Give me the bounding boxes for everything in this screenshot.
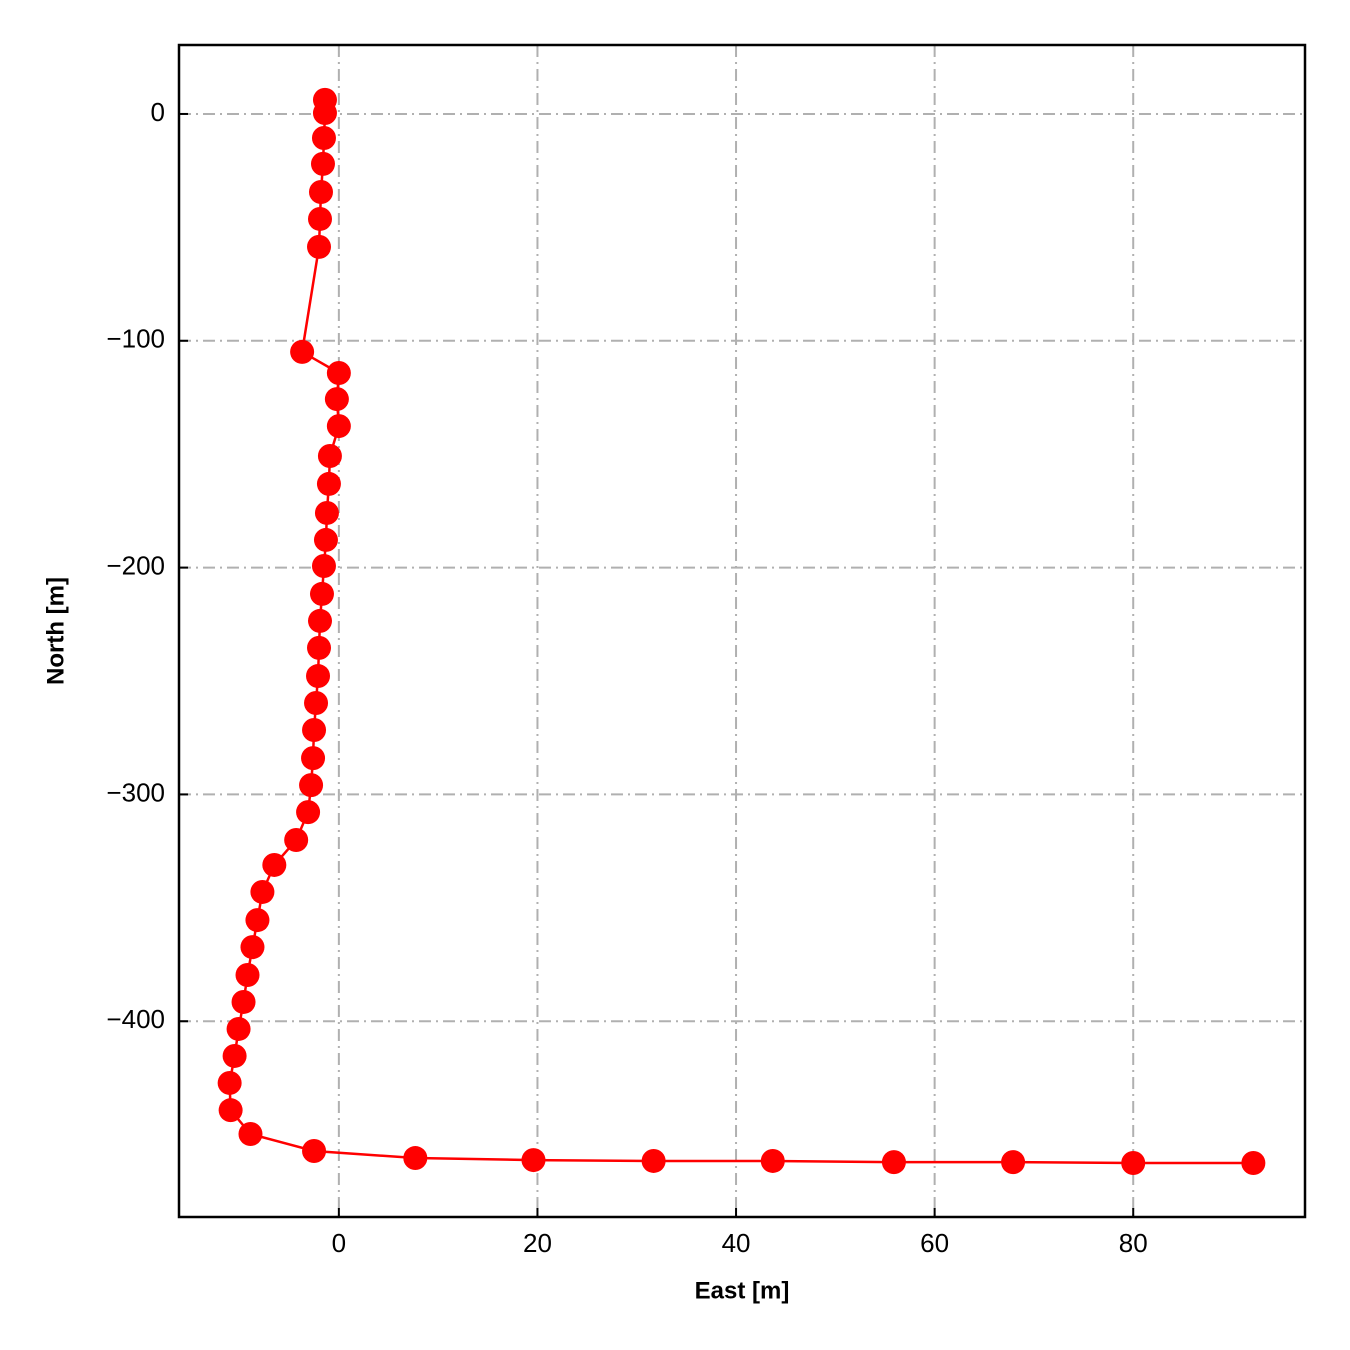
x-tick-label: 20: [523, 1228, 552, 1258]
marker: [1241, 1151, 1266, 1176]
marker: [309, 581, 334, 606]
marker: [324, 387, 349, 412]
marker: [245, 908, 270, 933]
marker: [760, 1148, 785, 1173]
marker: [1121, 1151, 1146, 1176]
marker: [313, 527, 338, 552]
marker: [284, 828, 309, 853]
marker: [326, 414, 351, 439]
x-tick-label: 80: [1119, 1228, 1148, 1258]
marker: [302, 1138, 327, 1163]
marker: [311, 554, 336, 579]
x-tick-label: 60: [920, 1228, 949, 1258]
marker: [310, 151, 335, 176]
x-axis-label: East [m]: [695, 1277, 790, 1304]
marker: [217, 1070, 242, 1095]
marker: [308, 179, 333, 204]
marker: [302, 718, 327, 743]
y-tick-label: −200: [106, 550, 165, 580]
x-tick-label: 0: [332, 1228, 346, 1258]
marker: [238, 1121, 263, 1146]
marker: [314, 500, 339, 525]
marker: [307, 206, 332, 231]
y-tick-label: −400: [106, 1004, 165, 1034]
marker: [316, 471, 341, 496]
marker: [307, 608, 332, 633]
marker: [226, 1016, 251, 1041]
marker: [403, 1146, 428, 1171]
marker: [218, 1098, 243, 1123]
marker: [262, 852, 287, 877]
marker: [250, 879, 275, 904]
marker: [304, 691, 329, 716]
marker: [301, 746, 326, 771]
line: [228, 99, 1254, 1165]
y-axis-label: North [m]: [42, 577, 69, 685]
marker: [881, 1150, 906, 1175]
marker: [312, 101, 337, 126]
marker: [326, 360, 351, 385]
marker: [311, 125, 336, 150]
plot-frame: [177, 43, 1307, 1219]
marker: [1001, 1150, 1026, 1175]
marker: [240, 935, 265, 960]
marker: [290, 339, 315, 364]
marker: [307, 234, 332, 259]
marker: [296, 800, 321, 825]
marker: [317, 444, 342, 469]
marker: [641, 1148, 666, 1173]
marker: [299, 773, 324, 798]
marker: [222, 1043, 247, 1068]
y-tick-label: −100: [106, 324, 165, 354]
y-tick-label: −300: [106, 777, 165, 807]
marker: [521, 1148, 546, 1173]
x-tick-label: 40: [722, 1228, 751, 1258]
marker: [235, 962, 260, 987]
marker: [307, 635, 332, 660]
marker: [306, 664, 331, 689]
y-tick-label: 0: [151, 97, 165, 127]
marker: [231, 989, 256, 1014]
